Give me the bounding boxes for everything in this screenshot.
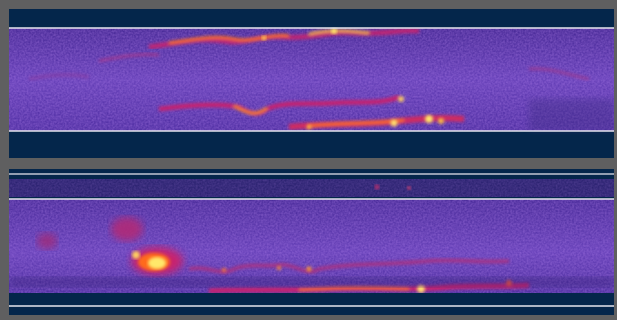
thermal-image-bottom bbox=[9, 173, 614, 307]
hot-band-upper bbox=[148, 28, 420, 50]
thermal-panel-top bbox=[9, 9, 614, 158]
thermal-image-top bbox=[9, 27, 614, 132]
thermal-panel-bottom bbox=[9, 169, 614, 315]
hot-spot-left bbox=[37, 217, 183, 275]
